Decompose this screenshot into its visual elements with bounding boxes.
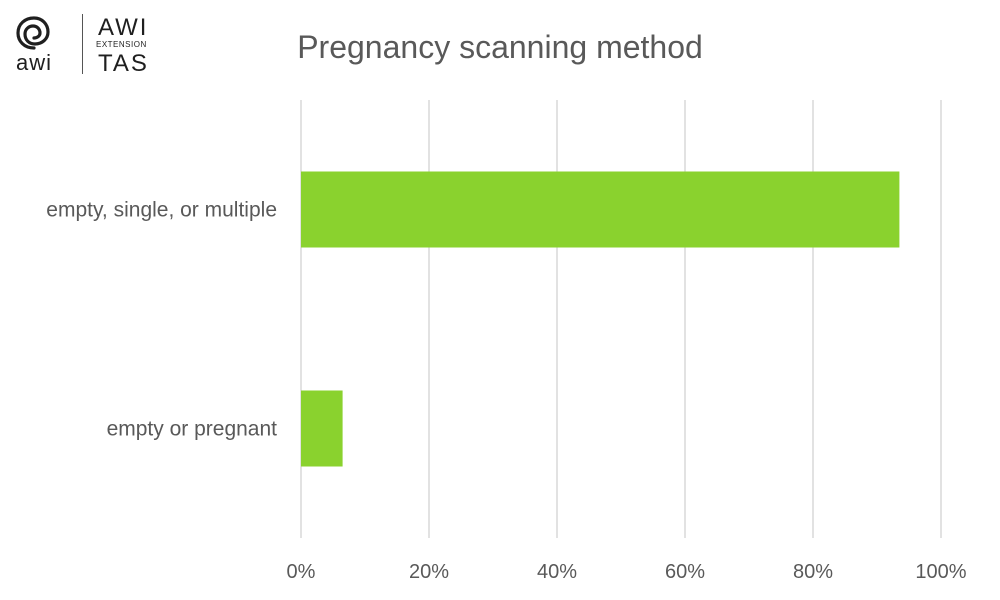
logo-region: TAS: [98, 50, 149, 77]
x-tick-labels: 0% 20% 40% 60% 80% 100%: [287, 561, 967, 583]
gridlines: [300, 100, 942, 538]
bar: [301, 390, 343, 467]
bar: [301, 171, 900, 248]
logo-divider: [82, 14, 83, 74]
category-label: empty, single, or multiple: [46, 199, 277, 222]
swirl-icon: [16, 16, 50, 50]
logo-subtitle: EXTENSION: [96, 40, 147, 49]
bars: [301, 171, 900, 467]
x-tick-label: 40%: [537, 561, 577, 583]
logo-mark-text: awi: [16, 50, 53, 75]
x-tick-label: 60%: [665, 561, 705, 583]
brand-logo: awi AWI EXTENSION TAS: [12, 12, 162, 78]
category-labels: empty, single, or multiple empty or pregn…: [46, 199, 277, 441]
x-tick-label: 20%: [409, 561, 449, 583]
x-tick-label: 100%: [915, 561, 966, 583]
x-tick-label: 0%: [287, 561, 316, 583]
chart-title: Pregnancy scanning method: [297, 29, 703, 65]
category-label: empty or pregnant: [107, 418, 278, 441]
logo-name: AWI: [98, 14, 149, 41]
x-tick-label: 80%: [793, 561, 833, 583]
